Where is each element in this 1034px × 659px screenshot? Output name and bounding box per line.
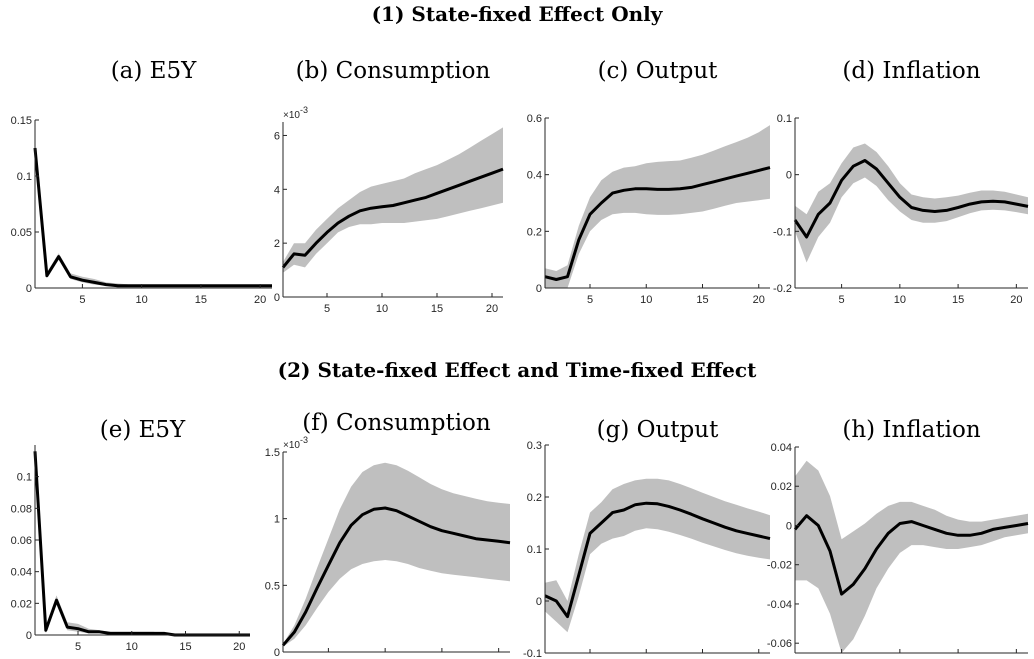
y-tick-label: 0.5 xyxy=(265,580,280,592)
y-tick-label: 0.1 xyxy=(17,171,32,183)
panel-2: (c) Output 0 0.2 0.4 0.6 5 10 15 20 xyxy=(527,58,771,306)
exponent-power: -3 xyxy=(300,435,308,445)
panel-6: (g) Output-0.100.10.20.35101520 xyxy=(523,417,771,659)
y-tick-label: -0.1 xyxy=(523,648,542,659)
y-tick-label: 0 xyxy=(786,520,792,532)
x-tick-label: 5 xyxy=(75,641,81,653)
y-tick-label: 1.5 xyxy=(265,447,280,459)
x-tick-label: 15 xyxy=(696,294,708,306)
y-tick-label: 0.02 xyxy=(771,481,792,493)
panel-title: (e) E5Y xyxy=(100,417,186,443)
y-tick-label: 4 xyxy=(274,184,280,196)
confidence-band xyxy=(35,449,250,635)
panel-3: (d) Inflation -0.2 -0.1 0 0.1 5 10 15 20 xyxy=(773,58,1029,306)
confidence-band xyxy=(35,146,272,287)
x-tick-label: 10 xyxy=(376,303,388,315)
y-tick-label: 6 xyxy=(274,130,280,142)
impulse-response-line xyxy=(793,159,1029,239)
x-tick-label: 10 xyxy=(136,294,148,306)
confidence-band xyxy=(795,143,1028,263)
impulse-response-line xyxy=(281,506,511,647)
y-tick-label: -0.06 xyxy=(767,638,792,650)
x-tick-label: 5 xyxy=(79,294,85,306)
row1-heading: (1) State-fixed Effect Only xyxy=(371,2,663,26)
panel-0: (a) E5Y 0 0.05 0.1 0.15 5 10 15 20 xyxy=(11,58,272,306)
x-tick-label: 20 xyxy=(1010,294,1022,306)
y-tick-label: 0 xyxy=(786,170,792,182)
panel-title: (b) Consumption xyxy=(296,58,491,84)
y-tick-label: 0.04 xyxy=(11,567,32,579)
x-tick-label: 15 xyxy=(952,294,964,306)
y-tick-label: 0.2 xyxy=(527,492,542,504)
x-tick-label: 20 xyxy=(233,641,245,653)
impulse-response-line xyxy=(793,514,1029,596)
y-tick-label: 0.08 xyxy=(11,503,32,515)
x-tick-label: 15 xyxy=(195,294,207,306)
y-tick-label: 0 xyxy=(26,630,32,642)
y-tick-label: 0.15 xyxy=(11,115,32,127)
y-tick-label: 0.3 xyxy=(527,440,542,452)
x-tick-label: 10 xyxy=(126,641,138,653)
y-tick-label: 0.1 xyxy=(527,544,542,556)
panel-title: (c) Output xyxy=(598,58,719,84)
exponent-label: ×10-3 xyxy=(283,435,308,451)
panel-title: (d) Inflation xyxy=(842,58,980,84)
x-tick-label: 20 xyxy=(486,303,498,315)
confidence-band xyxy=(545,125,770,288)
y-tick-label: 0 xyxy=(536,596,542,608)
y-tick-label: 0.6 xyxy=(527,113,542,125)
panel-title: (a) E5Y xyxy=(111,58,197,84)
y-tick-label: 0.4 xyxy=(527,170,542,182)
panel-title: (h) Inflation xyxy=(842,417,980,443)
panel-4: (e) E5Y 0 0.02 0.04 0.06 0.08 0.1 5 10 15 20 xyxy=(11,417,250,653)
y-tick-label: 0.1 xyxy=(777,113,792,125)
x-tick-label: 20 xyxy=(753,294,765,306)
impulse-response-line xyxy=(281,167,504,269)
y-tick-label: 0.05 xyxy=(11,227,32,239)
x-tick-label: 10 xyxy=(640,294,652,306)
x-tick-label: 10 xyxy=(894,294,906,306)
impulse-response-line xyxy=(544,166,771,281)
y-tick-label: 1 xyxy=(274,514,280,526)
x-tick-label: 20 xyxy=(254,294,266,306)
x-tick-label: 15 xyxy=(431,303,443,315)
exponent-power: -3 xyxy=(300,105,308,115)
y-tick-label: 0 xyxy=(26,283,32,295)
panel-7: (h) Inflation-0.06-0.04-0.0200.020.04510… xyxy=(767,417,1029,654)
y-tick-label: 0 xyxy=(274,292,280,304)
x-tick-label: 15 xyxy=(179,641,191,653)
confidence-band xyxy=(283,462,510,647)
x-tick-label: 5 xyxy=(587,294,593,306)
y-tick-label: 0.06 xyxy=(11,535,32,547)
row2-heading: (2) State-fixed Effect and Time-fixed Ef… xyxy=(277,358,757,382)
y-tick-label: 0.2 xyxy=(527,226,542,238)
confidence-band xyxy=(283,127,503,273)
y-tick-label: 0 xyxy=(274,647,280,659)
impulse-response-line xyxy=(33,451,250,637)
y-tick-label: -0.04 xyxy=(767,599,792,611)
panel-title: (g) Output xyxy=(597,417,719,443)
y-tick-label: 0.02 xyxy=(11,598,32,610)
y-tick-label: 0 xyxy=(536,283,542,295)
panel-title: (f) Consumption xyxy=(302,410,491,436)
impulse-response-line xyxy=(33,147,272,288)
panel-1: (b) Consumption 0 2 4 6 5 10 15 20 ×10-3 xyxy=(274,58,504,315)
y-tick-label: -0.1 xyxy=(773,226,792,238)
y-tick-label: -0.02 xyxy=(767,560,792,572)
y-tick-label: 0.04 xyxy=(771,442,792,454)
confidence-band xyxy=(545,478,770,633)
x-tick-label: 5 xyxy=(839,294,845,306)
y-tick-label: -0.2 xyxy=(773,283,792,295)
y-tick-label: 0.1 xyxy=(17,472,32,484)
impulse-response-line xyxy=(544,501,771,619)
confidence-band xyxy=(795,460,1028,653)
exponent-label: ×10-3 xyxy=(283,105,308,121)
y-tick-label: 2 xyxy=(274,238,280,250)
x-tick-label: 5 xyxy=(324,303,330,315)
